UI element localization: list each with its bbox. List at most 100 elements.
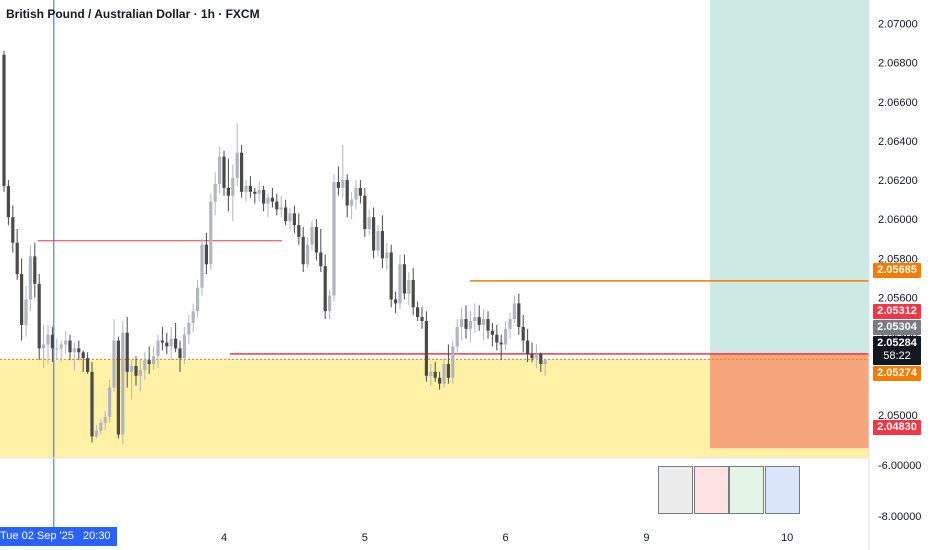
candle-body [345, 180, 349, 206]
price-tick-label: 2.06400 [878, 136, 918, 148]
candle-body [6, 185, 10, 218]
candle-body [411, 279, 415, 308]
candle-body [165, 342, 169, 347]
candle-body [319, 252, 323, 267]
position-target-zone [710, 0, 869, 354]
color-swatch-red[interactable] [694, 466, 729, 514]
candle-body [112, 340, 116, 388]
candle-body [174, 338, 178, 349]
candle-body [429, 371, 433, 376]
candle-body [125, 332, 129, 372]
candle-body [253, 191, 257, 194]
candle-body [284, 207, 288, 222]
time-tick-label: 4 [221, 532, 227, 544]
candle-body [11, 217, 15, 243]
last-price-value: 2.05284 [877, 337, 917, 349]
candle-body [86, 358, 90, 372]
candle-body [512, 303, 516, 320]
time-tick-label: 9 [643, 532, 649, 544]
price-tick-label: 2.05000 [878, 410, 918, 422]
candle-body [116, 340, 120, 435]
candle-body [372, 217, 376, 251]
candle-body [394, 299, 398, 304]
candle-body [222, 156, 226, 188]
candle-body [455, 326, 459, 347]
candle-body [526, 340, 530, 355]
candle-body [288, 213, 292, 222]
candle-body [108, 387, 112, 417]
candle-body [310, 227, 314, 245]
price-tick-label: 2.06600 [878, 97, 918, 109]
indicator-tick-label: -6.00000 [878, 460, 921, 472]
candle-body [460, 319, 464, 327]
candle-body [534, 354, 538, 359]
candle-body [306, 244, 310, 265]
candle-body [385, 252, 389, 259]
candle-body [328, 295, 332, 312]
candle-body [292, 213, 296, 226]
candle-body [72, 348, 76, 353]
candle-body [314, 227, 318, 253]
candle-body [530, 354, 534, 359]
candle-body [191, 311, 195, 323]
candle-body [257, 189, 261, 194]
candle-body [196, 287, 200, 312]
candle-body [24, 299, 28, 325]
candle-body [438, 377, 442, 384]
candle-body [468, 320, 472, 329]
candle-body [231, 178, 235, 196]
candle-body [37, 283, 41, 349]
candle-body [416, 307, 420, 318]
candle-body [354, 187, 358, 200]
candle-body [495, 334, 499, 343]
price-tag-last: 2.05284 58:22 [873, 336, 921, 365]
candle-body [442, 364, 446, 384]
chart-title: British Pound / Australian Dollar · 1h ·… [6, 7, 260, 21]
candle-body [473, 317, 477, 321]
candle-body [262, 189, 266, 204]
candle-body [275, 201, 279, 210]
candle-body [332, 182, 336, 296]
price-tick-label: 2.06200 [878, 175, 918, 187]
candle-body [46, 334, 50, 345]
candle-body [301, 236, 305, 265]
candle-body [433, 371, 437, 378]
time-tick-label: 6 [503, 532, 509, 544]
price-tick-label: 2.07000 [878, 18, 918, 30]
price-axis: 2.07000 2.06800 2.06600 2.06400 2.06200 2.060… [878, 18, 921, 523]
candle-body [42, 344, 46, 349]
candle-body [59, 344, 63, 349]
candle-body [2, 54, 6, 186]
candle-body [138, 369, 142, 376]
crosshair-time-label: Tue 02 Sep '25 20:30 [0, 527, 117, 546]
candle-body [143, 360, 147, 370]
candle-body [134, 366, 138, 376]
candle-body [28, 256, 32, 300]
candle-body [341, 180, 345, 188]
candle-body [477, 317, 481, 325]
color-swatch-gray[interactable] [658, 466, 693, 514]
candle-body [508, 319, 512, 329]
position-stop-zone [710, 353, 869, 449]
candle-body [178, 348, 182, 359]
candle-body [323, 266, 327, 312]
candle-body [380, 230, 384, 259]
candle-body [94, 430, 98, 437]
candle-body [213, 183, 217, 202]
bar-countdown: 58:22 [883, 350, 911, 362]
candle-body [55, 348, 59, 350]
candle-body [240, 152, 244, 192]
candle-body [147, 360, 151, 365]
color-swatch-green[interactable] [729, 466, 764, 514]
candle-body [121, 332, 125, 435]
candle-body [407, 279, 411, 294]
candle-body [130, 366, 134, 372]
candle-body [504, 328, 508, 345]
candle-body [20, 274, 24, 325]
color-swatch-blue[interactable] [765, 466, 800, 514]
candle-body [363, 195, 367, 229]
zones-layer [0, 0, 869, 458]
candle-body [204, 244, 208, 265]
candle-body [77, 348, 81, 353]
